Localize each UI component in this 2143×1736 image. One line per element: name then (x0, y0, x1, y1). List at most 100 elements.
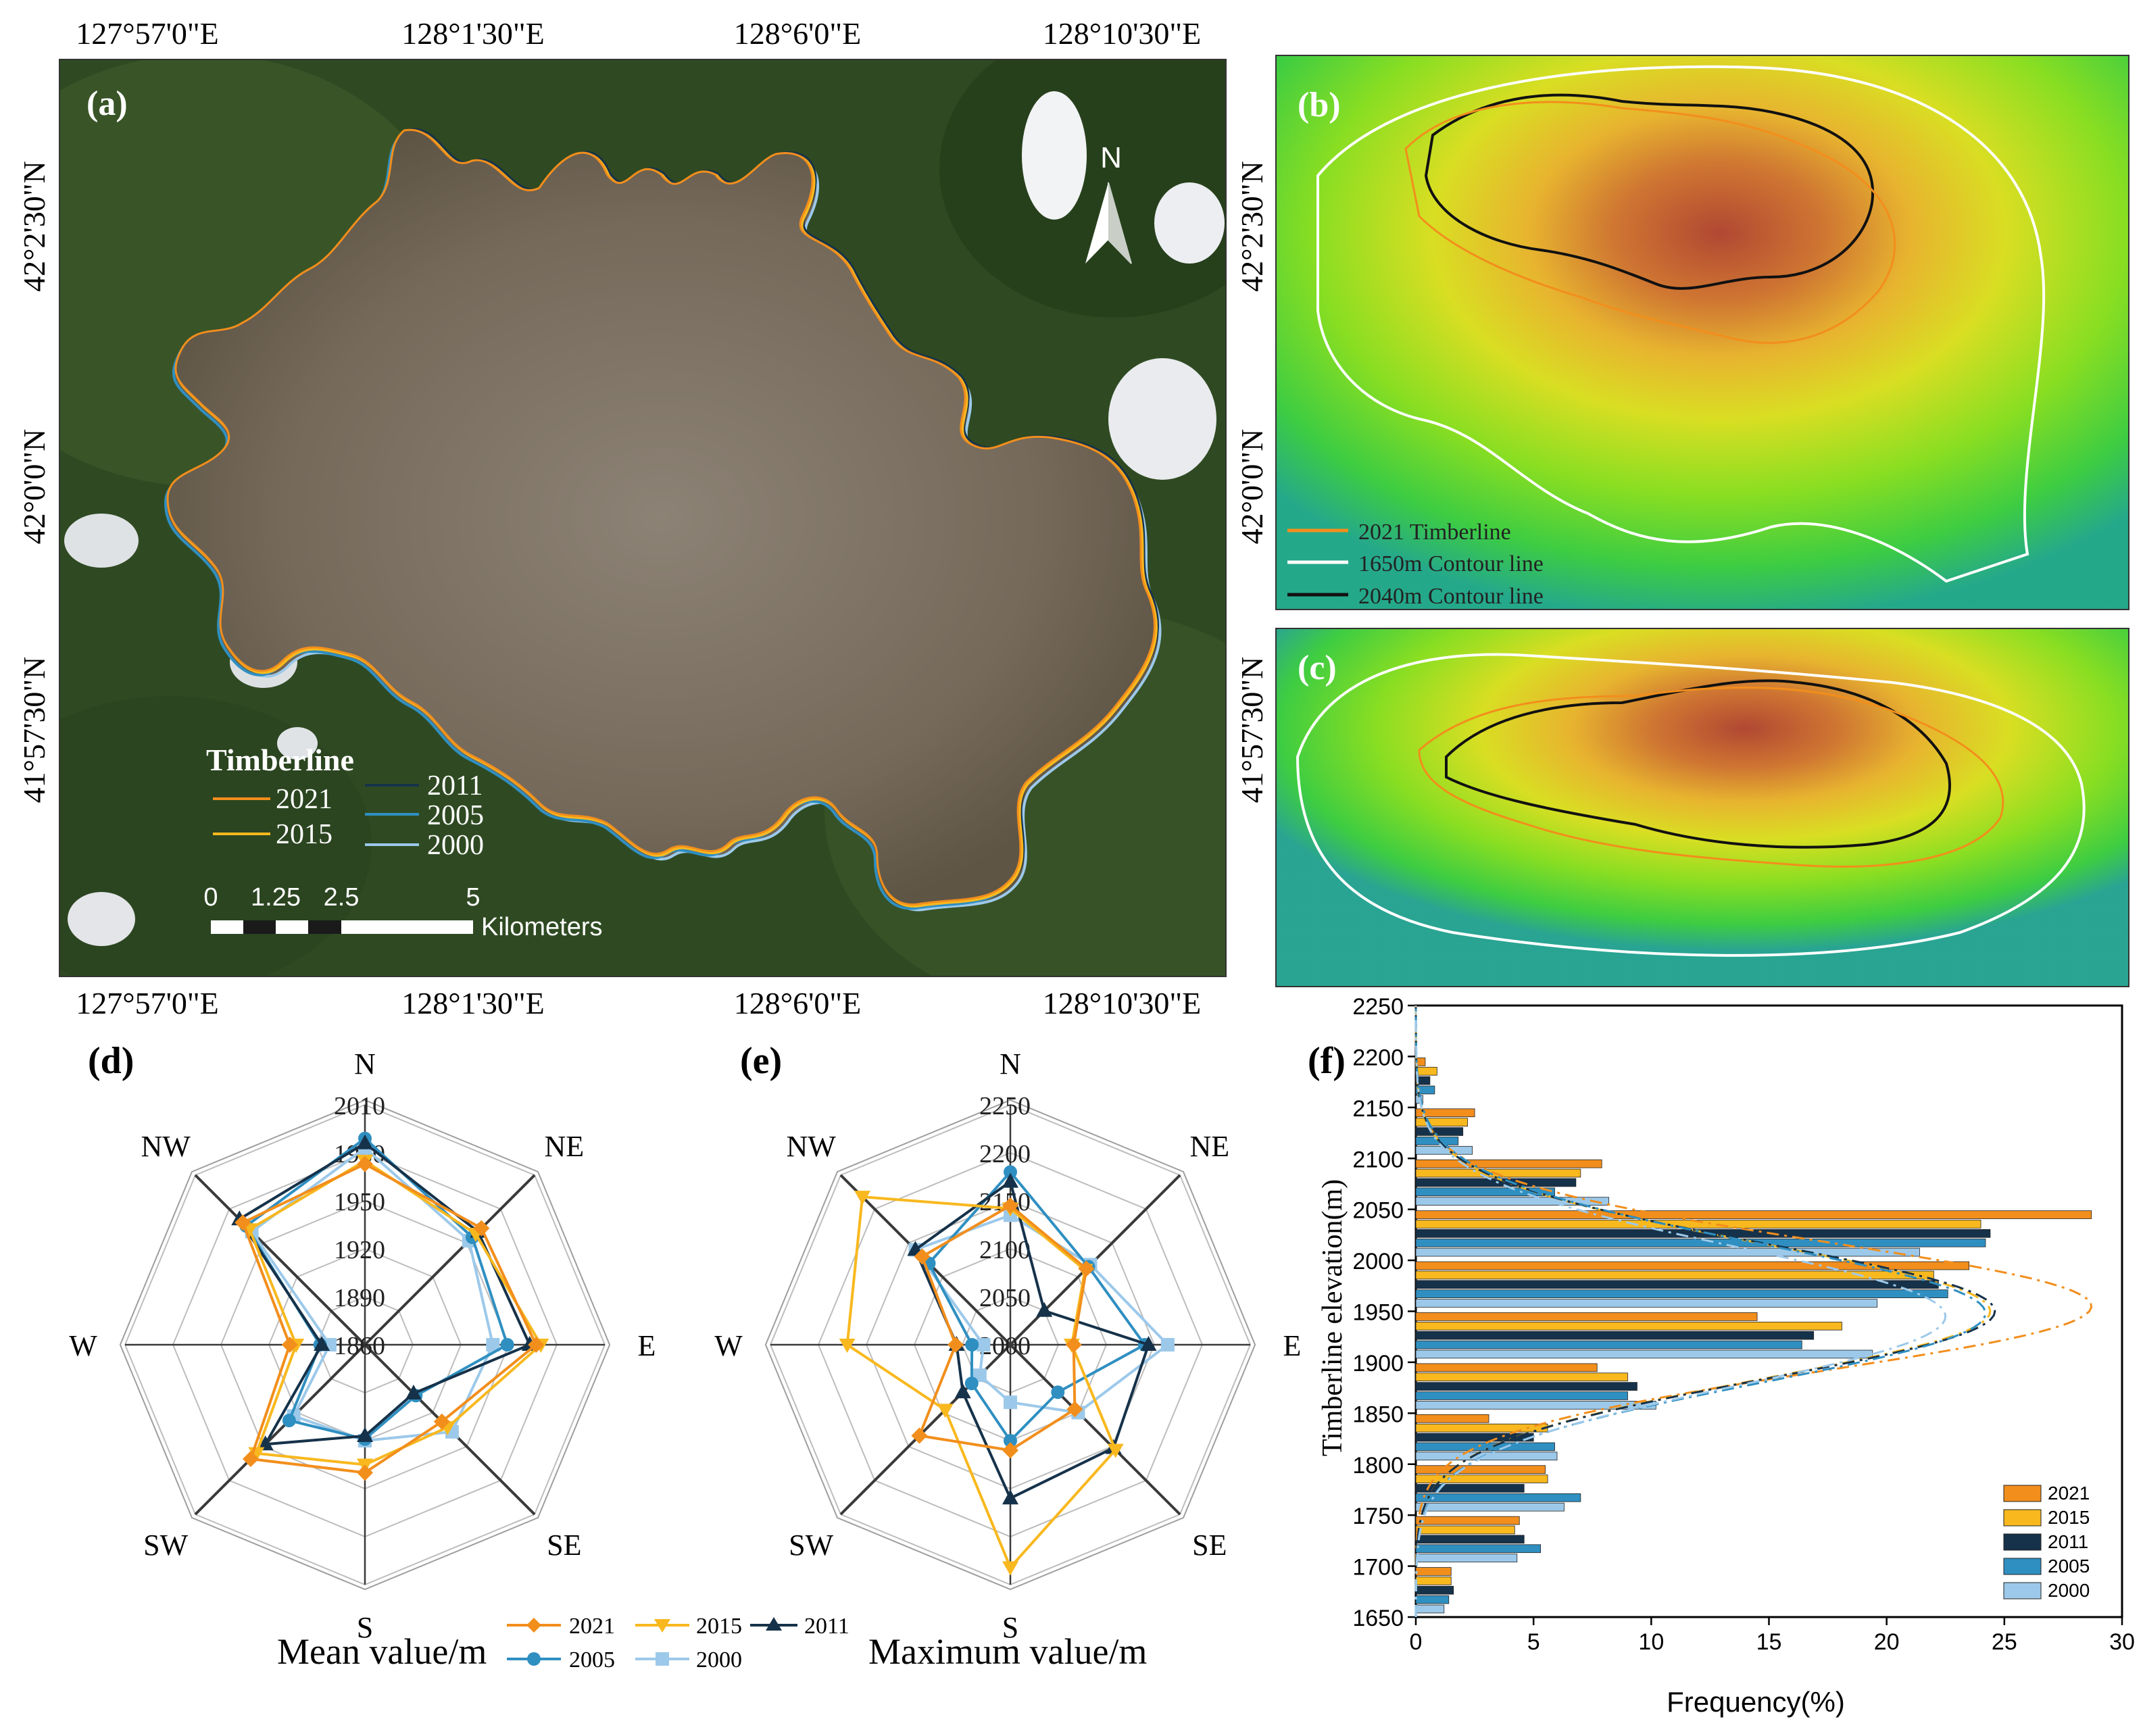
radial-tick-label: 1920 (334, 1236, 385, 1264)
radial-tick-label: 1950 (334, 1188, 385, 1216)
data-point (1066, 1401, 1083, 1418)
direction-label: NW (786, 1130, 836, 1163)
bar (1415, 1567, 1452, 1576)
direction-label: W (714, 1329, 743, 1362)
legend-swatch (2003, 1582, 2042, 1599)
direction-label: S (1002, 1611, 1018, 1644)
data-point (282, 1414, 296, 1428)
radar-spoke (194, 1343, 366, 1516)
bar (1415, 1187, 1555, 1197)
legend-label: 2015 (696, 1614, 742, 1639)
direction-label: N (1000, 1047, 1021, 1081)
bar (1415, 1502, 1565, 1512)
y-tick-label: 1650 (1352, 1606, 1404, 1631)
bar (1415, 1604, 1445, 1614)
x-axis-title: Frequency(%) (1667, 1686, 1845, 1718)
data-point (357, 1156, 373, 1172)
fit-curve (1414, 1006, 1996, 1617)
bar (1415, 1331, 1815, 1340)
legend-label: 2021 (569, 1614, 615, 1639)
x-tick-label: 20 (1874, 1629, 1900, 1655)
data-point (1002, 1442, 1018, 1459)
bar (1415, 1414, 1489, 1423)
radar-legend: 2021 2015 2011 2005 2000 (507, 1614, 849, 1672)
data-point (528, 1337, 545, 1353)
panel-label-f: (f) (1308, 1040, 1346, 1082)
series-2015 (839, 1191, 1124, 1576)
bar (1415, 1585, 1454, 1595)
bar (1415, 1108, 1475, 1118)
data-point (1002, 1172, 1018, 1188)
legend-title: Timberline (206, 743, 354, 777)
data-point (1107, 1443, 1124, 1458)
x-tick-label: 25 (1992, 1629, 2017, 1655)
scale-tick: 1.25 (251, 883, 301, 912)
radar-spoke (364, 1174, 536, 1346)
data-point (433, 1413, 450, 1430)
bar (1415, 1270, 1934, 1280)
y-tick-label: 2250 (1352, 994, 1404, 1020)
data-point (357, 1464, 373, 1481)
map-b: (b) 2021 Timberline 1650m Contour line 2… (1275, 55, 2129, 610)
lon-label: 128°1'30"E (401, 16, 545, 51)
north-arrow-icon: N (1085, 141, 1132, 264)
y-tick-label: 1750 (1352, 1504, 1404, 1529)
radial-tick-label: 2250 (979, 1092, 1031, 1120)
panel-label-c: (c) (1298, 649, 1337, 687)
bar (1415, 1391, 1628, 1400)
fit-curve (1414, 1005, 1987, 1617)
legend-label: 2005 (2048, 1556, 2090, 1577)
x-tick-label: 0 (1410, 1629, 1423, 1655)
data-point (911, 1427, 928, 1444)
cloud-shape (277, 727, 318, 760)
bar (1415, 1433, 1534, 1442)
radial-tick-label: 2200 (979, 1140, 1031, 1168)
radar-outer-ring (764, 1099, 1256, 1591)
legend-label: 2015 (2048, 1507, 2090, 1528)
direction-label: SE (547, 1529, 581, 1562)
data-point (937, 1404, 954, 1418)
data-point (839, 1339, 856, 1353)
x-tick-label: 5 (1527, 1629, 1540, 1655)
legend-label: 2021 (2048, 1483, 2090, 1504)
bar (1415, 1340, 1802, 1349)
panel-label-a: (a) (87, 84, 128, 123)
bar (1415, 1372, 1628, 1382)
bar (1415, 1168, 1581, 1178)
data-point (914, 1248, 931, 1265)
legend-year: 2000 (427, 830, 484, 861)
bar (1415, 1493, 1581, 1502)
contour-1650 (1316, 65, 2046, 583)
legend-label: 2000 (696, 1647, 742, 1672)
bar (1415, 1474, 1548, 1483)
bar (1415, 1516, 1520, 1525)
data-point (357, 1427, 373, 1442)
x-tick-label: 10 (1638, 1629, 1664, 1655)
timberline-2021 (1404, 101, 1896, 344)
cloud-shape (64, 514, 139, 568)
lat-label: 41°57'30"N (17, 657, 51, 803)
legend-label: 2011 (804, 1614, 849, 1639)
legend-label: 2011 (2048, 1531, 2088, 1552)
series-2021 (911, 1197, 1095, 1459)
bar (1415, 1289, 1948, 1298)
contour-2040 (1424, 93, 1875, 290)
data-point (1004, 1434, 1017, 1447)
data-point (405, 1384, 422, 1399)
bar (1415, 1535, 1525, 1544)
series-2021 (235, 1156, 545, 1481)
radial-tick-label: 1860 (334, 1332, 385, 1360)
legend-entry: 2040m Contour line (1358, 584, 1544, 609)
bar (1415, 1247, 1920, 1257)
legend-item-2005: 2005 (507, 1647, 615, 1672)
map-a: (a) 127°57'0"E 128°1'30"E 128°6'0"E 128°… (17, 16, 1269, 1020)
direction-label: N (354, 1047, 376, 1081)
scale-bar: 0 1.25 2.5 5 Kilometers (203, 883, 602, 941)
legend-item-2015: 2015 (635, 1614, 742, 1639)
legend-label: 2000 (2048, 1580, 2090, 1601)
scale-unit: Kilometers (481, 913, 603, 941)
data-point (257, 1435, 274, 1451)
legend-year: 2005 (427, 800, 484, 831)
bar (1415, 1484, 1525, 1493)
data-point (854, 1191, 871, 1206)
